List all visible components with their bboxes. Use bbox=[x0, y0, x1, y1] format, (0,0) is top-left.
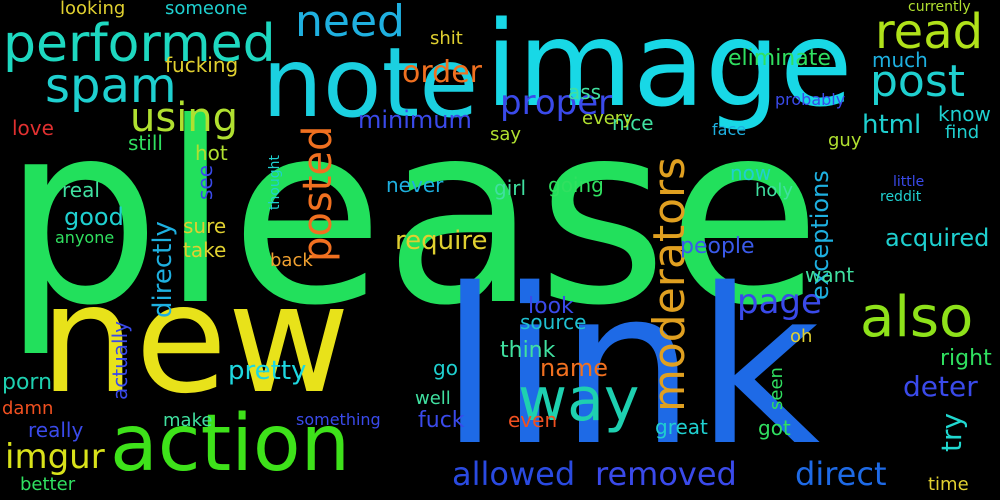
word-source: source bbox=[520, 310, 587, 334]
word-please: please bbox=[2, 69, 822, 360]
word-sure: sure bbox=[183, 214, 227, 238]
word-porn: porn bbox=[2, 370, 53, 395]
word-spam: spam bbox=[45, 58, 177, 114]
word-want: want bbox=[805, 263, 855, 287]
word-think: think bbox=[500, 338, 556, 363]
word-using: using bbox=[130, 95, 239, 141]
word-moderators: moderators bbox=[644, 156, 695, 412]
word-fuck: fuck bbox=[418, 408, 465, 433]
word-love: love bbox=[12, 116, 54, 140]
word-probably: probably bbox=[775, 90, 846, 109]
word-need: need bbox=[295, 0, 405, 47]
word-going: going bbox=[548, 173, 604, 197]
word-post: post bbox=[870, 56, 966, 107]
word-thought: thought bbox=[267, 154, 283, 210]
word-way: way bbox=[518, 365, 640, 435]
word-allowed: allowed bbox=[452, 455, 576, 493]
word-oh: oh bbox=[790, 326, 813, 347]
word-girl: girl bbox=[494, 176, 527, 200]
word-know: know bbox=[938, 102, 991, 126]
word-also: also bbox=[860, 285, 974, 350]
word-someone: someone bbox=[165, 0, 248, 19]
word-say: say bbox=[490, 124, 522, 145]
word-performed: performed bbox=[3, 14, 276, 74]
word-eliminate: eliminate bbox=[728, 46, 831, 71]
word-holy: holy bbox=[755, 180, 794, 201]
word-require: require bbox=[395, 226, 488, 256]
word-face: face bbox=[712, 120, 747, 139]
word-people: people bbox=[680, 234, 755, 259]
word-guy: guy bbox=[828, 130, 862, 151]
word-page: page bbox=[737, 282, 822, 322]
word-shit: shit bbox=[430, 28, 463, 49]
word-fucking: fucking bbox=[165, 53, 239, 77]
word-damn: damn bbox=[2, 398, 54, 419]
word-image: image bbox=[485, 0, 853, 133]
word-right: right bbox=[940, 346, 992, 371]
word-proper: proper bbox=[500, 83, 613, 123]
word-still: still bbox=[128, 131, 163, 155]
word-something: something bbox=[296, 410, 381, 429]
word-find: find bbox=[945, 122, 980, 143]
word-new: new bbox=[40, 253, 351, 427]
word-look: look bbox=[528, 294, 574, 319]
word-direct: direct bbox=[795, 455, 887, 493]
word-time: time bbox=[928, 474, 969, 495]
word-hot: hot bbox=[195, 141, 228, 165]
word-minimum: minimum bbox=[358, 106, 472, 134]
word-back: back bbox=[270, 250, 313, 271]
word-much: much bbox=[872, 48, 928, 72]
word-note: note bbox=[262, 27, 479, 139]
word-nice: nice bbox=[612, 111, 654, 135]
word-take: take bbox=[183, 238, 227, 262]
word-action: action bbox=[110, 399, 351, 489]
word-posted: posted bbox=[295, 125, 341, 262]
word-imgur: imgur bbox=[5, 437, 105, 477]
word-really: really bbox=[28, 418, 84, 442]
word-actually: actually bbox=[108, 321, 132, 400]
word-great: great bbox=[655, 415, 708, 439]
word-name: name bbox=[540, 354, 609, 382]
word-currently: currently bbox=[908, 0, 971, 15]
word-removed: removed bbox=[595, 455, 737, 493]
word-ass: ass bbox=[568, 80, 602, 104]
word-link: link bbox=[440, 242, 821, 493]
word-well: well bbox=[415, 388, 451, 409]
word-read: read bbox=[875, 4, 984, 60]
word-looking: looking bbox=[60, 0, 126, 19]
word-order: order bbox=[402, 55, 482, 90]
word-go: go bbox=[433, 356, 458, 380]
word-now: now bbox=[730, 161, 772, 185]
word-reddit: reddit bbox=[880, 189, 922, 205]
word-anyone: anyone bbox=[55, 228, 115, 247]
word-pretty: pretty bbox=[228, 356, 307, 386]
word-good: good bbox=[64, 203, 124, 231]
word-deter: deter bbox=[903, 370, 978, 403]
word-little: little bbox=[893, 174, 925, 190]
word-see: see bbox=[193, 164, 217, 200]
word-acquired: acquired bbox=[885, 224, 990, 252]
word-every: every bbox=[582, 108, 633, 129]
word-never: never bbox=[386, 173, 444, 197]
word-real: real bbox=[62, 178, 100, 202]
word-try: try bbox=[935, 412, 968, 452]
word-seen: seen bbox=[766, 367, 787, 410]
word-html: html bbox=[862, 110, 922, 140]
word-got: got bbox=[758, 416, 791, 440]
word-better: better bbox=[20, 474, 76, 495]
word-even: even bbox=[508, 408, 558, 432]
word-directly: directly bbox=[148, 221, 178, 318]
word-make: make bbox=[163, 410, 213, 431]
